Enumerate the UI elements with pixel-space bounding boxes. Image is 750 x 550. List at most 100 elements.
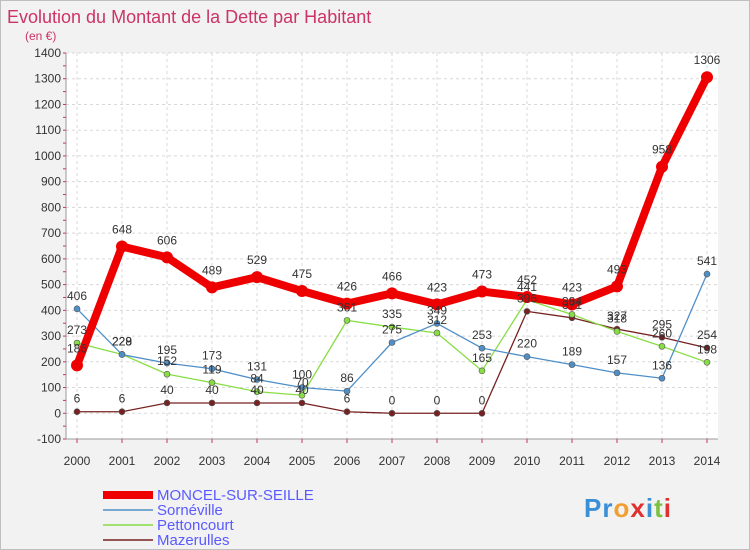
y-tick-label: 600 [41, 252, 61, 266]
data-point [116, 240, 128, 253]
grid-lines [66, 52, 718, 440]
data-label: 1306 [694, 53, 721, 67]
data-point [658, 374, 666, 382]
data-point [388, 323, 396, 331]
x-tick-label: 2014 [694, 454, 721, 468]
data-label: 273 [67, 323, 87, 337]
data-label: 253 [472, 328, 492, 342]
data-label: 384 [562, 294, 582, 308]
y-tick-label: 800 [41, 200, 61, 214]
data-point [433, 320, 441, 327]
data-label: 423 [562, 280, 582, 294]
x-tick-label: 2003 [199, 454, 226, 468]
x-tick-label: 2011 [559, 454, 585, 468]
data-label: 195 [157, 343, 177, 357]
data-point [73, 339, 81, 347]
data-point [71, 359, 83, 372]
data-label: 275 [382, 323, 402, 337]
data-label: 0 [434, 393, 441, 407]
data-label: 131 [247, 360, 267, 374]
data-label: 489 [202, 263, 222, 277]
x-tick-label: 2006 [334, 454, 361, 468]
data-point [208, 399, 216, 407]
y-tick-label: 1400 [34, 46, 61, 60]
data-point [253, 376, 261, 383]
data-point [658, 343, 666, 350]
x-tick-label: 2010 [514, 454, 541, 468]
data-label: 295 [652, 317, 672, 331]
data-point [163, 370, 171, 378]
legend-label: Sornéville [157, 502, 223, 519]
legend-label: Pettoncourt [157, 517, 235, 534]
data-point [613, 369, 621, 377]
data-point [568, 361, 576, 368]
data-label: 229 [112, 334, 132, 348]
y-tick-label: 500 [41, 278, 61, 292]
y-tick-label: -100 [37, 432, 61, 446]
data-label: 100 [292, 368, 312, 382]
data-point [478, 367, 486, 375]
x-tick-label: 2008 [424, 454, 451, 468]
data-point [703, 359, 711, 366]
data-label: 173 [202, 349, 222, 363]
data-label: 0 [389, 393, 396, 407]
data-point [208, 379, 216, 386]
y-tick-label: 0 [54, 406, 61, 420]
data-point [613, 328, 621, 335]
data-point [298, 384, 306, 391]
x-tick-label: 2009 [469, 454, 496, 468]
data-point [568, 311, 576, 318]
data-point [386, 287, 398, 300]
y-tick-label: 1000 [34, 149, 61, 163]
data-point [701, 71, 713, 84]
data-label: 157 [607, 353, 627, 367]
data-point [206, 281, 218, 294]
data-point [163, 399, 171, 407]
data-point [523, 308, 531, 315]
x-tick-label: 2004 [244, 454, 271, 468]
data-point [433, 409, 441, 417]
data-point [343, 387, 351, 395]
data-point [431, 298, 443, 311]
data-point [433, 329, 441, 337]
data-label: 40 [295, 383, 309, 397]
data-label: 318 [607, 311, 627, 325]
y-tick-label: 1300 [34, 72, 61, 86]
data-point [523, 353, 531, 360]
data-label: 441 [517, 280, 537, 294]
data-label: 361 [337, 300, 357, 314]
data-label: 152 [157, 354, 177, 368]
data-label: 493 [607, 262, 627, 276]
data-label: 260 [652, 326, 672, 340]
data-label: 6 [74, 392, 81, 406]
data-label: 165 [472, 351, 492, 365]
legend-label: Mazerulles [157, 532, 230, 549]
data-label: 6 [344, 392, 351, 406]
data-label: 349 [427, 303, 447, 317]
data-point [118, 351, 126, 358]
data-label: 119 [202, 363, 221, 377]
data-point [566, 298, 578, 311]
data-label: 648 [112, 223, 132, 237]
data-label: 426 [337, 280, 357, 294]
x-tick-label: 2012 [604, 454, 631, 468]
data-label: 958 [652, 143, 672, 157]
data-point [298, 399, 306, 407]
data-point [703, 270, 711, 278]
data-label: 198 [697, 342, 717, 356]
x-tick-label: 2000 [64, 454, 91, 468]
axes [63, 52, 718, 443]
data-point [658, 334, 666, 341]
tick-labels: 1400130012001100100090080070060050040030… [34, 46, 720, 468]
data-point [253, 388, 261, 395]
y-tick-label: 300 [41, 329, 61, 343]
y-tick-label: 200 [41, 355, 61, 369]
y-tick-label: 100 [41, 381, 61, 395]
x-tick-label: 2002 [154, 454, 181, 468]
data-point [521, 290, 533, 303]
chart-title: Evolution du Montant de la Dette par Hab… [7, 7, 371, 27]
data-point [298, 391, 306, 399]
data-point [478, 344, 486, 352]
